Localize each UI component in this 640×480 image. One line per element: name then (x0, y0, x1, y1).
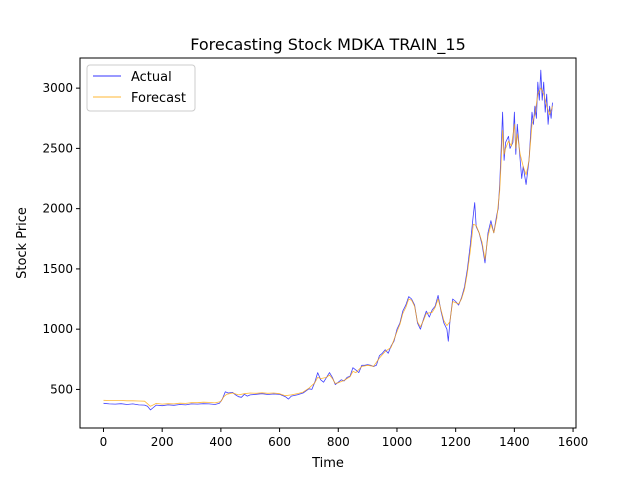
y-tick-label: 2500 (42, 141, 73, 155)
y-tick-label: 500 (50, 382, 73, 396)
x-tick-label: 0 (100, 435, 108, 449)
y-tick-label: 1500 (42, 262, 73, 276)
chart-title: Forecasting Stock MDKA TRAIN_15 (190, 35, 466, 55)
x-axis: 0 200 400 600 800 1000 1200 1400 1600 (100, 428, 589, 449)
x-tick-label: 1000 (382, 435, 413, 449)
x-tick-label: 1200 (440, 435, 471, 449)
legend: Actual Forecast (86, 64, 196, 112)
x-tick-label: 800 (327, 435, 350, 449)
x-tick-label: 600 (268, 435, 291, 449)
y-axis-label: Stock Price (15, 207, 30, 279)
y-axis: 500 1000 1500 2000 2500 3000 (42, 81, 80, 396)
x-tick-label: 400 (209, 435, 232, 449)
x-tick-label: 200 (151, 435, 174, 449)
plot-frame (79, 57, 577, 429)
x-tick-label: 1400 (499, 435, 530, 449)
series-line-forecast (103, 87, 553, 407)
legend-label-forecast: Forecast (131, 91, 186, 106)
legend-label-actual: Actual (131, 70, 172, 85)
x-axis-label: Time (311, 456, 344, 471)
y-tick-label: 2000 (42, 202, 73, 216)
y-tick-label: 3000 (42, 81, 73, 95)
x-tick-label: 1600 (558, 435, 589, 449)
y-tick-label: 1000 (42, 322, 73, 336)
series-layer (103, 69, 553, 411)
